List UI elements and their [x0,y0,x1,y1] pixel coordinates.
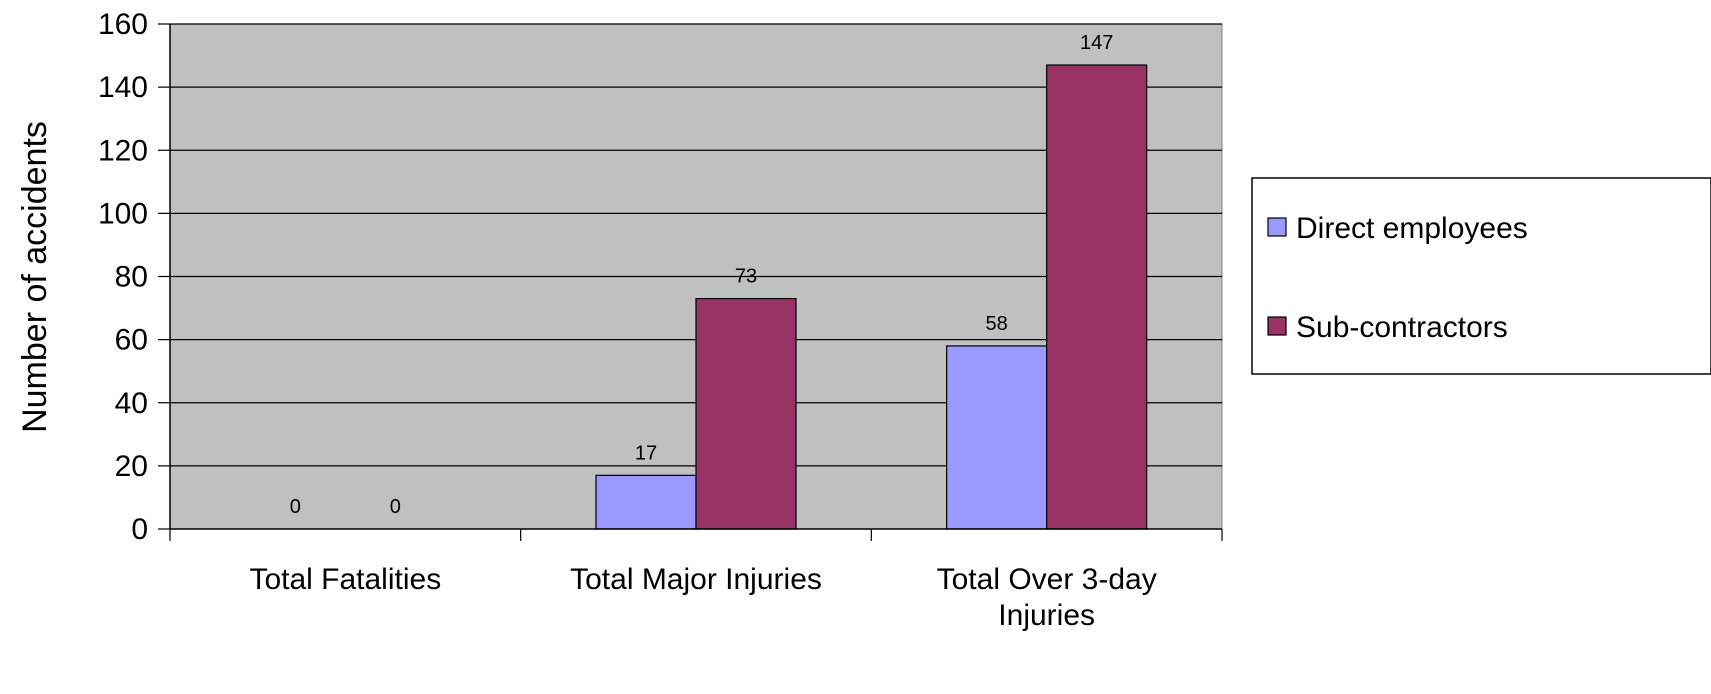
legend-label: Sub-contractors [1296,311,1508,344]
legend-swatch [1267,217,1287,237]
bar [595,474,697,530]
x-category-label: Total Fatalities [249,563,441,596]
y-tick-label: 80 [115,261,148,294]
data-label: 73 [735,266,757,288]
y-tick-label: 120 [98,134,148,167]
y-tick-label: 60 [115,324,148,357]
legend-swatch [1267,316,1287,336]
y-tick-label: 160 [98,8,148,41]
data-label: 0 [390,496,401,518]
y-tick-label: 0 [131,513,148,546]
data-label: 17 [635,442,657,464]
bar [1046,64,1148,530]
y-tick-label: 20 [115,450,148,483]
legend-box [1251,177,1711,375]
x-category-label: Total Major Injuries [570,563,822,596]
x-category-label: Injuries [998,599,1095,632]
legend-label: Direct employees [1296,212,1528,245]
axes [158,23,1223,541]
x-category-label: Total Over 3-day [937,563,1157,596]
bars [595,64,1148,530]
y-tick-label: 100 [98,197,148,230]
data-label: 147 [1080,32,1113,54]
bar [946,345,1048,530]
data-label: 58 [986,313,1008,335]
labels: 0 20 40 60 80 100 120 140 160 0 0 Total Fatalities 1… [98,8,1157,632]
data-label: 0 [290,496,301,518]
y-tick-label: 140 [98,71,148,104]
y-tick-label: 40 [115,387,148,420]
bar [695,297,797,530]
y-axis-title: Number of accidents [16,121,54,433]
legend: Direct employees Sub-contractors [1251,177,1711,375]
